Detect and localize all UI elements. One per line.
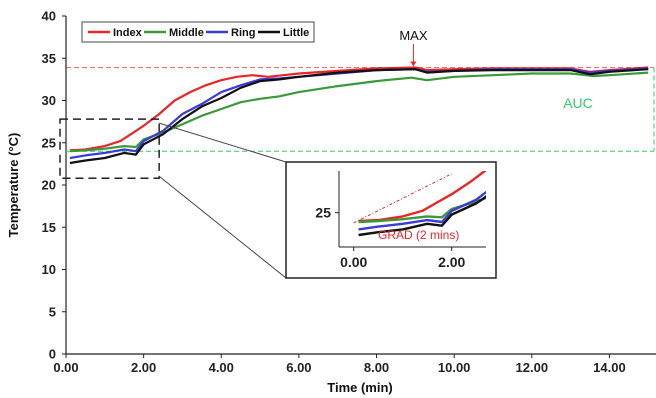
y-tick-label: 10 [42, 262, 56, 277]
zoom-connector-top [159, 122, 287, 163]
x-ticks: 0.00 2.00 4.00 6.00 8.00 10.00 12.00 14.00 [53, 354, 626, 375]
x-tick-label: 8.00 [364, 360, 389, 375]
y-tick-label: 35 [42, 51, 56, 66]
inset-y-tick-label: 25 [315, 205, 331, 221]
legend-label-little: Little [283, 27, 309, 39]
inset-axes: 25 0.00 2.00 [315, 171, 486, 270]
legend-label-ring: Ring [231, 27, 255, 39]
inset-chart: 25 0.00 2.00 GRAD (2 mins) [285, 161, 497, 279]
grad-label: GRAD (2 mins) [378, 228, 459, 242]
legend-box [81, 21, 315, 43]
grad-line [353, 173, 452, 224]
y-tick-label: 40 [42, 9, 56, 24]
y-tick-label: 5 [49, 304, 56, 319]
legend-label-index: Index [113, 27, 143, 39]
y-tick-label: 15 [42, 220, 56, 235]
zoom-connector-bottom [158, 175, 287, 279]
inset-x-tick-label: 2.00 [438, 254, 465, 270]
inset-series-line-index [358, 171, 486, 223]
y-tick-label: 25 [42, 135, 56, 150]
legend: Index Middle Ring Little [81, 21, 315, 43]
y-tick-label: 20 [42, 178, 56, 193]
x-tick-label: 14.00 [593, 360, 626, 375]
max-label: MAX [399, 28, 428, 43]
legend-label-middle: Middle [169, 27, 204, 39]
series-line-ring [69, 67, 649, 160]
x-tick-label: 10.00 [438, 360, 471, 375]
x-tick-label: 12.00 [516, 360, 549, 375]
y-axis-label: Temperature (°C) [6, 133, 21, 238]
inset-series-line-middle [358, 196, 486, 224]
inset-x-tick-label: 0.00 [340, 254, 367, 270]
inset-series-line-ring [358, 190, 486, 231]
series-line-middle [69, 71, 649, 153]
main-axes: 0 5 10 15 20 25 30 35 40 0.00 2.00 4.00 6.00 8.00 10.… [42, 9, 656, 375]
annotations: MAX AUC [399, 28, 592, 111]
x-tick-label: 2.00 [131, 360, 156, 375]
y-tick-label: 0 [49, 347, 56, 362]
x-axis-label: Time (min) [327, 380, 393, 395]
x-tick-label: 0.00 [53, 360, 78, 375]
x-tick-label: 4.00 [209, 360, 234, 375]
y-tick-label: 30 [42, 93, 56, 108]
y-ticks: 0 5 10 15 20 25 30 35 40 [42, 9, 66, 362]
zoom-callout [59, 118, 287, 279]
series-line-little [69, 68, 649, 165]
inset-grad [353, 173, 452, 224]
auc-label: AUC [563, 95, 593, 111]
zoom-region-box [59, 118, 160, 179]
inset-series-line-little [358, 195, 486, 237]
series-group [69, 66, 649, 165]
inset-series [358, 171, 486, 237]
max-arrow-head [410, 61, 417, 67]
x-tick-label: 6.00 [286, 360, 311, 375]
